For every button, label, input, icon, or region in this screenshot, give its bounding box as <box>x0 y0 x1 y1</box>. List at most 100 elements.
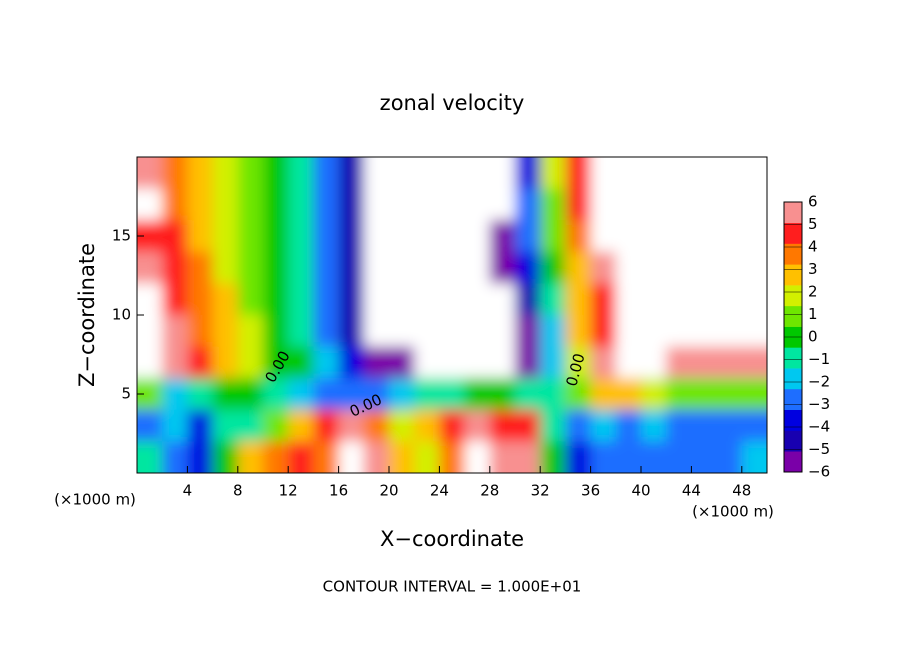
cell <box>212 409 239 442</box>
cell <box>515 441 541 473</box>
cell <box>439 315 466 348</box>
x-axis-label: X−coordinate <box>380 527 524 551</box>
cell <box>237 251 264 284</box>
cell <box>288 378 314 411</box>
cell <box>540 220 566 253</box>
cell <box>590 188 617 221</box>
cell <box>716 441 743 473</box>
cell <box>263 346 289 379</box>
cell <box>641 409 667 442</box>
cell <box>565 346 592 379</box>
cell <box>363 220 390 253</box>
cell <box>464 315 491 348</box>
cell <box>515 346 541 379</box>
cell <box>590 409 617 442</box>
cell <box>565 251 592 284</box>
cell <box>237 315 264 348</box>
colorbar-swatch <box>784 430 802 452</box>
x-tick-label: 32 <box>531 482 550 500</box>
cell <box>137 441 163 473</box>
colorbar-tick-label: 4 <box>808 238 818 256</box>
cell <box>414 346 440 379</box>
cell <box>414 220 440 253</box>
cell <box>641 378 667 411</box>
cell <box>540 441 566 473</box>
cell <box>212 378 239 411</box>
cell <box>187 409 214 442</box>
cell <box>540 315 566 348</box>
cell <box>716 315 743 348</box>
cell <box>716 378 743 411</box>
cell <box>313 441 340 473</box>
x-tick-label: 28 <box>480 482 499 500</box>
cell <box>363 346 390 379</box>
cell <box>489 157 516 190</box>
colorbar-swatch <box>784 202 802 224</box>
x-tick-label: 36 <box>581 482 600 500</box>
cell <box>641 251 667 284</box>
cell <box>363 283 390 316</box>
cell <box>489 283 516 316</box>
cell <box>414 283 440 316</box>
cell <box>237 378 264 411</box>
cell <box>439 188 466 221</box>
cell <box>414 188 440 221</box>
cell <box>137 251 163 284</box>
cell <box>716 188 743 221</box>
cell <box>212 346 239 379</box>
cell <box>237 409 264 442</box>
cell <box>741 441 767 473</box>
cell <box>489 188 516 221</box>
y-unit-label: (×1000 m) <box>54 491 136 509</box>
cell <box>338 346 365 379</box>
cell <box>666 315 692 348</box>
cell <box>590 157 617 190</box>
colorbar-swatch <box>784 409 802 431</box>
cell <box>641 157 667 190</box>
cell <box>439 220 466 253</box>
cell <box>263 378 289 411</box>
cell <box>162 251 188 284</box>
cell <box>615 251 642 284</box>
cell <box>666 220 692 253</box>
cell <box>716 251 743 284</box>
cell <box>313 251 340 284</box>
colorbar-swatch <box>784 388 802 410</box>
cell <box>313 157 340 190</box>
colorbar-tick-label: 1 <box>808 305 818 323</box>
cell <box>741 251 767 284</box>
cell <box>691 157 718 190</box>
cell <box>389 441 415 473</box>
cell <box>363 157 390 190</box>
cell <box>363 188 390 221</box>
cell <box>137 409 163 442</box>
cell <box>641 188 667 221</box>
cell <box>263 188 289 221</box>
cell <box>515 251 541 284</box>
cells <box>137 157 767 473</box>
cell <box>540 346 566 379</box>
cell <box>489 220 516 253</box>
y-tick-label: 10 <box>112 306 131 324</box>
cell <box>187 441 214 473</box>
cell <box>288 441 314 473</box>
cell <box>590 315 617 348</box>
cell <box>187 157 214 190</box>
field <box>137 157 767 473</box>
cell <box>641 346 667 379</box>
cell <box>389 409 415 442</box>
cell <box>464 220 491 253</box>
cell <box>288 157 314 190</box>
cell <box>313 315 340 348</box>
cell <box>489 378 516 411</box>
cell <box>237 188 264 221</box>
cell <box>263 157 289 190</box>
cell <box>464 409 491 442</box>
cell <box>288 409 314 442</box>
cell <box>137 188 163 221</box>
cell <box>666 157 692 190</box>
cell <box>162 441 188 473</box>
x-tick-label: 40 <box>631 482 650 500</box>
cell <box>162 378 188 411</box>
cell <box>338 157 365 190</box>
